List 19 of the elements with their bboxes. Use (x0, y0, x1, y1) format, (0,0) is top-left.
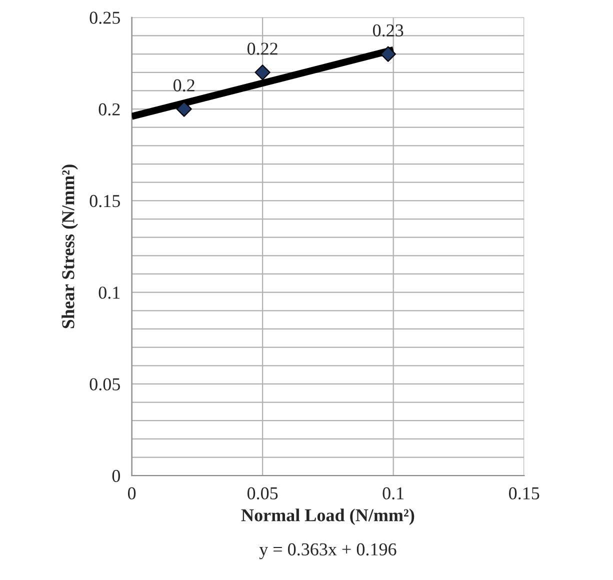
data-label: 0.22 (247, 42, 278, 55)
x-tick-label: 0.05 (247, 487, 278, 500)
point (176, 101, 192, 117)
y-tick-label: 0.15 (90, 194, 120, 208)
y-tick-label: 0.25 (90, 12, 120, 24)
data-label: 0.23 (373, 24, 404, 37)
y-tick-label: 0.05 (90, 378, 120, 390)
x-tick-label: 0.15 (509, 487, 540, 500)
data-label: 0.2 (174, 79, 194, 92)
y-tick-label: 0.1 (98, 286, 120, 299)
point (380, 46, 396, 62)
y-tick-label: 0.2 (98, 103, 120, 116)
y-tick-label: 0 (112, 470, 120, 482)
text: y = 0.363x + 0.196 (259, 543, 396, 560)
x-tick-label: 0 (128, 487, 136, 500)
point (254, 64, 270, 80)
x-axis-title: Normal Load (N/mm²) (241, 508, 414, 526)
x-tick-label: 0.1 (382, 487, 404, 500)
y-axis-title: Shear Stress (N/mm²) (62, 164, 78, 328)
